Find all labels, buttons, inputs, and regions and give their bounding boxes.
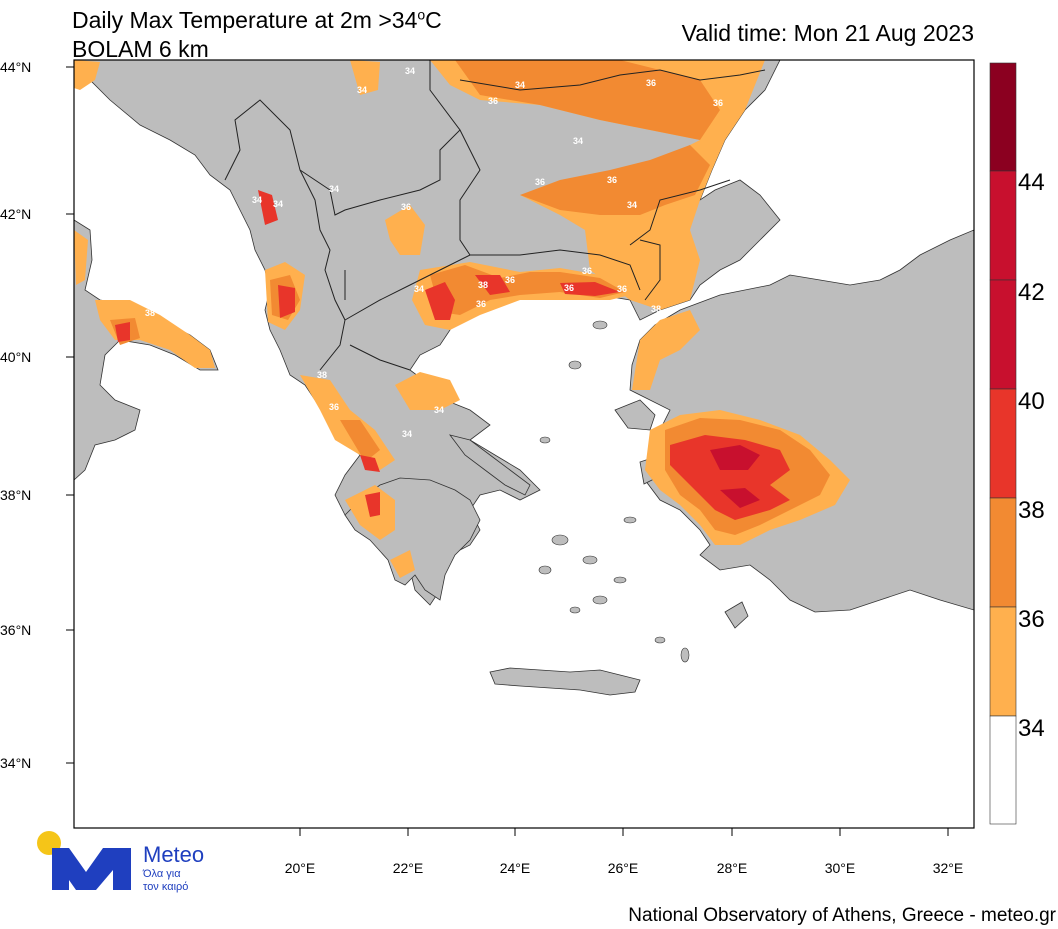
land-lesvos xyxy=(614,399,656,431)
lat-tick-label: 42°N xyxy=(0,206,31,222)
lon-tick-label: 26°E xyxy=(608,860,639,876)
lat-tick-label: 44°N xyxy=(0,59,31,75)
title-line-2: BOLAM 6 km xyxy=(72,35,209,62)
contour-label: 38 xyxy=(651,304,661,314)
contour-label: 34 xyxy=(434,405,444,415)
shade-40-42 xyxy=(710,445,760,508)
lon-tick-label: 28°E xyxy=(717,860,748,876)
colorbar-segment xyxy=(989,606,1017,717)
lat-tick-label: 38°N xyxy=(0,487,31,503)
contour-label: 34 xyxy=(329,184,339,194)
lat-axis: 44°N 42°N 40°N 38°N 36°N 34°N xyxy=(0,59,74,771)
meteo-logo-icon xyxy=(37,831,131,890)
lat-tick-label: 36°N xyxy=(0,622,31,638)
colorbar-label: 44 xyxy=(1018,169,1045,196)
colorbar: 44 42 40 38 36 34 xyxy=(989,62,1045,825)
chart-title: Daily Max Temperature at 2m >34oC BOLAM … xyxy=(72,0,442,64)
colorbar-label: 40 xyxy=(1018,388,1045,415)
colorbar-segment xyxy=(989,497,1017,608)
lat-tick-label: 40°N xyxy=(0,349,31,365)
contour-label: 36 xyxy=(488,96,498,106)
land-crete xyxy=(489,667,641,696)
land-evia xyxy=(449,434,531,496)
contour-label: 34 xyxy=(515,80,525,90)
land-italy xyxy=(74,219,219,481)
colorbar-label: 38 xyxy=(1018,497,1045,524)
contour-label: 36 xyxy=(646,78,656,88)
colorbar-label: 34 xyxy=(1018,715,1045,742)
shade-38-40 xyxy=(115,190,790,520)
contour-label: 34 xyxy=(357,85,367,95)
logo-text: Meteo Όλα για τον καιρό xyxy=(143,842,204,894)
logo-sub-2: τον καιρό xyxy=(143,881,189,893)
contour-label: 36 xyxy=(329,402,339,412)
contour-label: 36 xyxy=(476,299,486,309)
land-rhodes xyxy=(724,601,749,629)
contour-label: 34 xyxy=(405,66,415,76)
colorbar-segment xyxy=(989,388,1017,499)
contour-label: 36 xyxy=(401,202,411,212)
contour-label: 34 xyxy=(627,200,637,210)
contour-label: 36 xyxy=(505,275,515,285)
lon-tick-label: 24°E xyxy=(500,860,531,876)
contour-label: 34 xyxy=(273,199,283,209)
lat-tick-label: 34°N xyxy=(0,755,31,771)
colorbar-segment xyxy=(989,170,1017,281)
valid-time: Valid time: Mon 21 Aug 2023 xyxy=(681,20,974,46)
lon-tick-label: 32°E xyxy=(933,860,964,876)
land-layer xyxy=(74,60,974,696)
contour-label: 36 xyxy=(535,177,545,187)
contour-label: 36 xyxy=(617,284,627,294)
map-frame xyxy=(73,59,975,829)
contour-label: 36 xyxy=(713,98,723,108)
contour-label: 38 xyxy=(478,280,488,290)
contour-label: 36 xyxy=(582,266,592,276)
lon-tick-label: 20°E xyxy=(285,860,316,876)
contour-label: 38 xyxy=(145,308,155,318)
contour-label: 36 xyxy=(607,175,617,185)
lon-tick-label: 30°E xyxy=(825,860,856,876)
country-borders xyxy=(224,60,766,371)
contour-label: 34 xyxy=(414,284,424,294)
contour-labels: 34 34 34 36 36 36 34 36 36 34 34 36 34 34 38 36 36 34 36 36… xyxy=(145,66,723,439)
contour-label: 36 xyxy=(564,283,574,293)
contour-label: 34 xyxy=(573,136,583,146)
lon-tick-label: 22°E xyxy=(393,860,424,876)
contour-label: 34 xyxy=(252,195,262,205)
colorbar-label: 36 xyxy=(1018,606,1045,633)
land-cyclades xyxy=(538,320,690,663)
colorbar-segment xyxy=(989,715,1017,825)
colorbar-segment xyxy=(989,279,1017,390)
colorbar-label: 42 xyxy=(1018,279,1045,306)
footer-credit: National Observatory of Athens, Greece -… xyxy=(628,905,1056,926)
logo-name: Meteo xyxy=(143,842,205,867)
contour-label: 34 xyxy=(402,429,412,439)
logo-sub-1: Όλα για xyxy=(143,868,181,880)
title-line-1: Daily Max Temperature at 2m >34oC xyxy=(72,6,442,33)
colorbar-segment xyxy=(989,62,1017,172)
lon-axis: 20°E 22°E 24°E 26°E 28°E 30°E 32°E xyxy=(285,828,964,876)
contour-label: 38 xyxy=(317,370,327,380)
